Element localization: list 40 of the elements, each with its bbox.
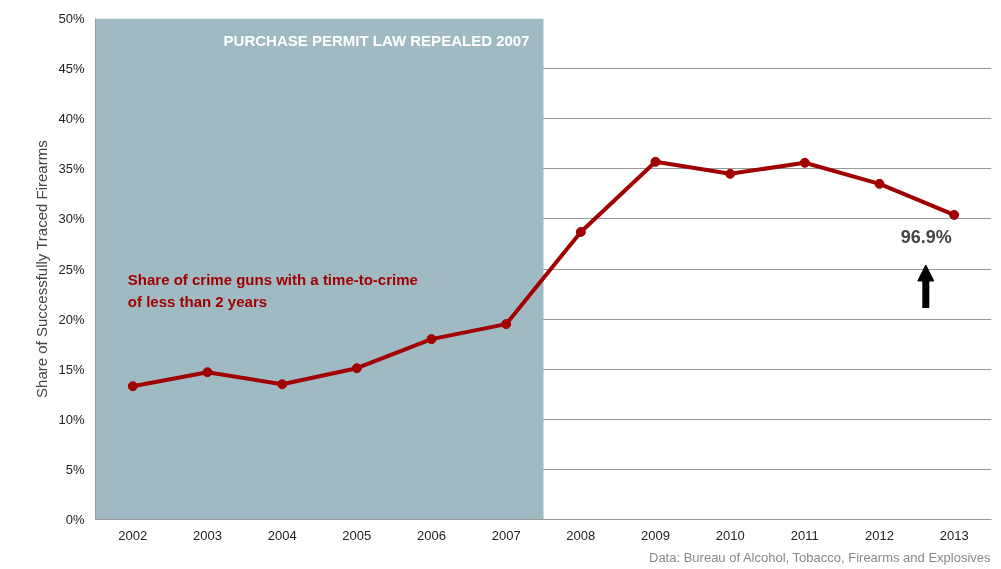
x-tick-label: 2002 xyxy=(118,527,148,543)
x-tick-label: 2004 xyxy=(267,527,297,543)
x-tick-label: 2009 xyxy=(641,527,670,543)
x-tick-label: 2008 xyxy=(566,527,596,543)
point xyxy=(949,209,960,220)
point xyxy=(575,226,586,237)
x-tick-label: 2012 xyxy=(865,527,894,543)
y-tick-label: 20% xyxy=(58,311,85,327)
point xyxy=(127,381,138,392)
y-tick-label: 5% xyxy=(65,461,85,477)
y-tick-label: 30% xyxy=(58,211,85,227)
y-tick-label: 10% xyxy=(58,411,85,427)
band-label: PURCHASE PERMIT LAW REPEALED 2007 xyxy=(223,31,530,49)
x-tick-label: 2005 xyxy=(342,527,372,543)
text: Data: Bureau of Alcohol, Tobacco, Firearms and Explosives xyxy=(649,549,992,565)
y-tick-label: 45% xyxy=(58,61,85,77)
annotation: 96.9% xyxy=(900,226,952,247)
point xyxy=(202,367,213,378)
point xyxy=(799,157,810,168)
point xyxy=(874,178,885,189)
point xyxy=(650,156,661,167)
point xyxy=(351,363,362,374)
x-tick-label: 2010 xyxy=(715,527,745,543)
y-tick-label: 50% xyxy=(58,11,85,26)
x-tick-label: 2007 xyxy=(491,527,521,543)
x-tick-label: 2003 xyxy=(193,527,222,543)
x-tick-label: 2006 xyxy=(417,527,446,543)
x-tick-label: 2011 xyxy=(790,527,819,543)
y-tick-label: 15% xyxy=(58,361,85,377)
y-axis-title: Share of Successfully Traced Firearms xyxy=(33,140,51,398)
y-tick-label: 0% xyxy=(65,512,85,527)
y-tick-label: 25% xyxy=(58,261,85,277)
point xyxy=(426,334,437,345)
x-tick-label: 2013 xyxy=(939,527,969,543)
point xyxy=(725,168,736,179)
point xyxy=(501,319,512,330)
point xyxy=(277,379,288,390)
y-tick-label: 35% xyxy=(58,161,85,177)
series-label: Share of crime guns with a time-to-crime of less than 2 years xyxy=(127,270,418,310)
y-tick-label: 40% xyxy=(58,111,85,127)
